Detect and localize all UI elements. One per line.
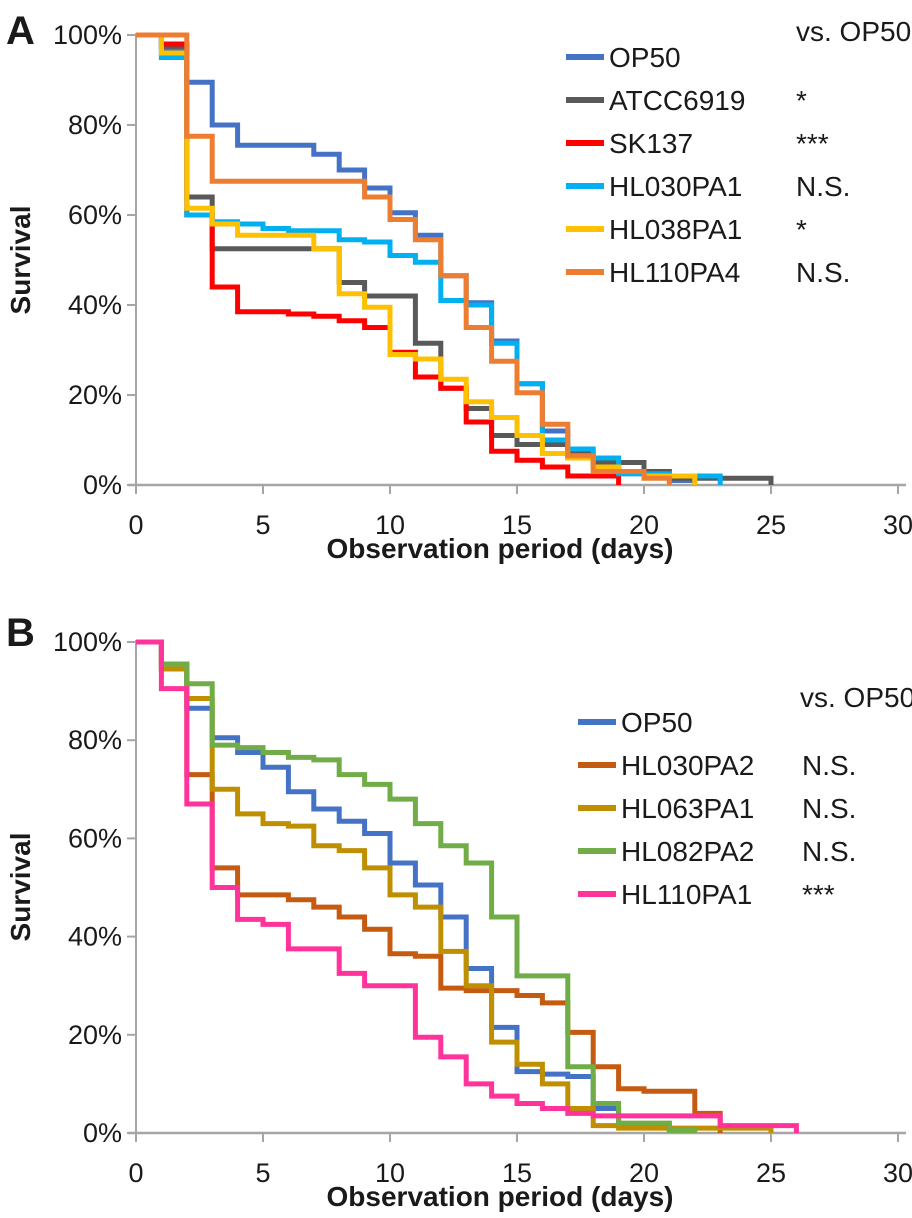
- panel-B: 100% 80% 60% 40% 20% 0%0 5 10 15 20 25 30 Observatio…: [5, 611, 912, 1212]
- y-tick-label: 100%: [53, 627, 122, 657]
- legend-header: vs. OP50: [796, 16, 911, 47]
- y-tick-label: 100%: [53, 20, 122, 50]
- survival-curve-hl030pa2: [136, 639, 723, 1133]
- x-tick-label: 25: [756, 510, 786, 540]
- y-tick-label: 20%: [68, 380, 122, 410]
- legend-label-sk137: SK137: [609, 128, 693, 159]
- significance-sk137: ***: [796, 128, 829, 159]
- x-tick-label: 25: [756, 1158, 786, 1188]
- significance-hl082pa2: N.S.: [802, 836, 856, 867]
- significance-hl038pa1: *: [796, 214, 807, 245]
- x-tick-label: 0: [128, 510, 143, 540]
- y-tick-label: 0%: [83, 1118, 122, 1148]
- y-tick-label: 60%: [68, 200, 122, 230]
- legend-label-hl110pa1: HL110PA1: [621, 879, 752, 910]
- y-tick-label: 60%: [68, 823, 122, 853]
- panel-letter: B: [6, 611, 35, 655]
- y-axis-title: Survival: [5, 206, 36, 315]
- x-tick-label: 10: [375, 1158, 405, 1188]
- x-tick-label: 30: [883, 510, 912, 540]
- x-tick-label: 15: [502, 1158, 532, 1188]
- significance-hl110pa4: N.S.: [796, 257, 850, 288]
- y-tick-label: 40%: [68, 290, 122, 320]
- legend-label-op50: OP50: [609, 42, 681, 73]
- legend-label-op50: OP50: [621, 707, 693, 738]
- legend-header: vs. OP50: [800, 682, 912, 713]
- panel-A: 100% 80% 60% 40% 20% 0%0 5 10 15 20 25 30 Observatio…: [5, 9, 912, 564]
- y-tick-label: 0%: [83, 470, 122, 500]
- legend-label-hl030pa2: HL030PA2: [621, 750, 754, 781]
- survival-curve-hl038pa1: [136, 32, 698, 485]
- x-tick-label: 5: [255, 510, 270, 540]
- survival-curve-sk137: [136, 32, 622, 485]
- y-tick-label: 20%: [68, 1020, 122, 1050]
- y-tick-label: 40%: [68, 922, 122, 952]
- legend-label-hl038pa1: HL038PA1: [609, 214, 742, 245]
- x-tick-label: 10: [375, 510, 405, 540]
- survival-curve-op50: [136, 639, 672, 1133]
- x-tick-label: 30: [883, 1158, 912, 1188]
- legend-label-hl063pa1: HL063PA1: [621, 793, 754, 824]
- x-tick-label: 0: [128, 1158, 143, 1188]
- significance-atcc6919: *: [796, 85, 807, 116]
- y-axis-title: Survival: [5, 833, 36, 942]
- x-tick-label: 5: [255, 1158, 270, 1188]
- significance-hl063pa1: N.S.: [802, 793, 856, 824]
- x-axis-title: Observation period (days): [327, 1181, 674, 1212]
- survival-curve-hl063pa1: [136, 639, 774, 1133]
- y-tick-label: 80%: [68, 110, 122, 140]
- significance-hl030pa2: N.S.: [802, 750, 856, 781]
- legend-label-hl110pa4: HL110PA4: [609, 257, 740, 288]
- significance-hl110pa1: ***: [802, 879, 835, 910]
- y-tick-label: 80%: [68, 725, 122, 755]
- significance-hl030pa1: N.S.: [796, 171, 850, 202]
- panel-letter: A: [6, 9, 35, 53]
- legend-label-hl082pa2: HL082PA2: [621, 836, 754, 867]
- x-tick-label: 20: [629, 510, 659, 540]
- survival-curve-hl082pa2: [136, 639, 698, 1134]
- legend-label-atcc6919: ATCC6919: [609, 85, 745, 116]
- x-tick-label: 15: [502, 510, 532, 540]
- legend-label-hl030pa1: HL030PA1: [609, 171, 742, 202]
- x-axis-title: Observation period (days): [327, 533, 674, 564]
- survival-curve-hl110pa4: [136, 32, 672, 485]
- survival-curve-hl110pa1: [136, 639, 799, 1133]
- x-tick-label: 20: [629, 1158, 659, 1188]
